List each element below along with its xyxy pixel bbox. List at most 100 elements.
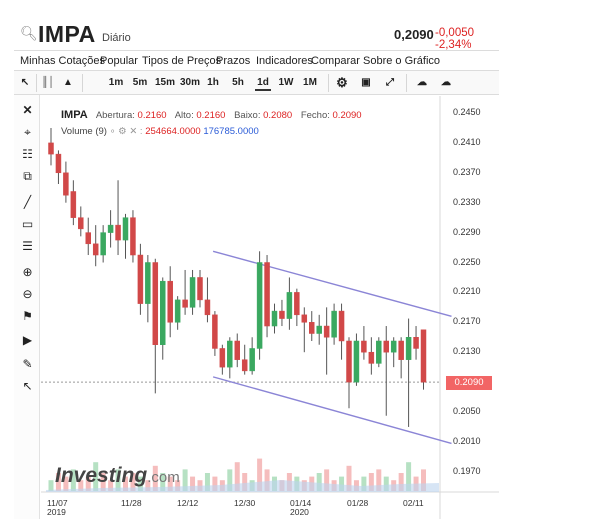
candle-body: [301, 314, 308, 323]
last-price-tag: 0.2090: [446, 376, 492, 390]
candle-body: [383, 340, 389, 353]
candle-body: [78, 217, 84, 230]
download-icon[interactable]: ☁: [417, 77, 427, 88]
chart-toolbar: ↖ ║│ ▲ 1m 5m 15m 30m 1h 5h 1d 1W 1M ⚙ ▣ …: [14, 71, 499, 95]
menu-price-types[interactable]: Tipos de Preços: [142, 55, 222, 67]
candle-body: [63, 172, 69, 196]
volume-average-area: [46, 480, 439, 492]
price-chart[interactable]: [41, 96, 499, 519]
x-tick-year: 2020: [290, 507, 309, 517]
flag-icon[interactable]: ⚑: [22, 309, 33, 323]
y-tick-label: 0.2450: [453, 107, 481, 117]
legend-symbol: IMPA: [61, 109, 88, 121]
volume-bar: [175, 480, 181, 491]
volume-bar: [339, 476, 345, 491]
x-tick-label: 01/14: [290, 498, 312, 508]
pattern-icon[interactable]: ☷: [22, 147, 33, 161]
upload-icon[interactable]: ☁: [441, 77, 451, 88]
last-price: 0,2090: [394, 27, 434, 42]
menu-popular[interactable]: Popular: [100, 55, 138, 67]
zoom-out-icon[interactable]: ⊖: [22, 287, 33, 301]
candle-body: [212, 314, 218, 349]
candle-body: [122, 217, 129, 241]
channel-lower-line: [212, 376, 452, 445]
copy-icon[interactable]: ⧉: [23, 169, 32, 183]
interval-1d[interactable]: 1d: [255, 75, 271, 91]
investing-logo: Investing.com: [55, 464, 180, 488]
candle-body: [286, 292, 293, 319]
period-label: Diário: [102, 32, 131, 44]
candle-body: [130, 217, 136, 256]
volume-bar: [108, 480, 114, 491]
volume-average: 176785.0000: [203, 126, 259, 137]
candle-body: [279, 310, 285, 319]
interval-1mo[interactable]: 1M: [303, 77, 317, 88]
quote-header: 🔍︎ IMPA Diário 0,2090 -0,0050 -2,34%: [14, 20, 499, 51]
search-icon[interactable]: 🔍︎: [20, 25, 38, 41]
volume-bar: [204, 473, 210, 491]
candle-body: [271, 310, 278, 327]
candlestick-chart-svg[interactable]: [41, 96, 499, 519]
menu-periods[interactable]: Prazos: [216, 55, 251, 67]
pencil-icon[interactable]: ✎: [22, 357, 33, 371]
candle-body: [189, 277, 196, 308]
candle-body: [227, 340, 233, 368]
volume-bar: [167, 476, 173, 491]
interval-5h[interactable]: 5h: [232, 77, 244, 88]
high-label: Alto:: [174, 110, 194, 121]
pointer-icon[interactable]: ↖: [20, 77, 30, 88]
y-tick-label: 0.2210: [453, 286, 481, 297]
volume-bar: [383, 476, 389, 491]
trendline-icon[interactable]: ╱: [23, 195, 32, 209]
mountain-icon[interactable]: ▲: [63, 77, 73, 88]
lines-icon[interactable]: ☰: [22, 239, 33, 253]
candle-body: [338, 310, 345, 342]
fullscreen-icon[interactable]: ⤢: [386, 77, 394, 88]
candle-body: [219, 348, 226, 368]
interval-1h[interactable]: 1h: [207, 77, 219, 88]
interval-5m[interactable]: 5m: [132, 77, 148, 88]
candles-icon[interactable]: ║│: [41, 77, 55, 88]
rectangle-icon[interactable]: ▭: [21, 217, 34, 231]
interval-1w[interactable]: 1W: [278, 77, 294, 88]
x-tick-year: 2019: [47, 507, 66, 517]
low-value: 0.2080: [263, 110, 293, 121]
volume-bar: [160, 473, 166, 491]
volume-bar: [406, 462, 412, 491]
gear-icon[interactable]: ⚙: [336, 75, 348, 90]
y-tick-label: 0.2250: [453, 256, 481, 267]
y-tick-label: 0.2330: [453, 196, 481, 207]
camera-icon[interactable]: ▣: [361, 77, 371, 88]
cursor-icon[interactable]: ↖: [22, 379, 33, 393]
x-tick-label: 01/28: [347, 498, 369, 508]
arrow-right-icon[interactable]: ▶: [22, 333, 33, 347]
x-tick-label: 02/11: [403, 498, 424, 508]
y-tick-label: 0.2010: [453, 435, 481, 446]
zoom-in-icon[interactable]: ⊕: [22, 265, 33, 279]
candle-body: [353, 340, 360, 383]
menu-my-quotes[interactable]: Minhas Cotações: [20, 55, 105, 67]
volume-bar: [93, 462, 99, 491]
candle-body: [107, 224, 114, 233]
volume-bar: [376, 469, 382, 491]
high-value: 0.2160: [196, 110, 226, 121]
interval-1m[interactable]: 1m: [108, 77, 124, 88]
candle-body: [204, 299, 211, 316]
menu-indicators[interactable]: Indicadores: [256, 55, 313, 67]
candle-body: [398, 340, 404, 360]
close-icon[interactable]: ✕: [22, 103, 33, 117]
menu-about-chart[interactable]: Sobre o Gráfico: [363, 55, 441, 67]
interval-15m[interactable]: 15m: [154, 77, 175, 88]
x-tick-label: 11/28: [121, 498, 142, 508]
menu-compare[interactable]: Comparar: [311, 55, 360, 67]
y-tick-label: 0.2290: [453, 226, 481, 237]
interval-30m[interactable]: 30m: [179, 77, 200, 88]
volume-bar: [130, 473, 136, 491]
symbol-title: IMPA: [38, 21, 96, 47]
candle-body: [197, 277, 203, 301]
crosshair-icon[interactable]: ⌖: [24, 125, 31, 139]
volume-bar: [123, 476, 128, 491]
candle-body: [55, 153, 62, 174]
candle-body: [115, 224, 121, 241]
candle-body: [145, 262, 151, 304]
